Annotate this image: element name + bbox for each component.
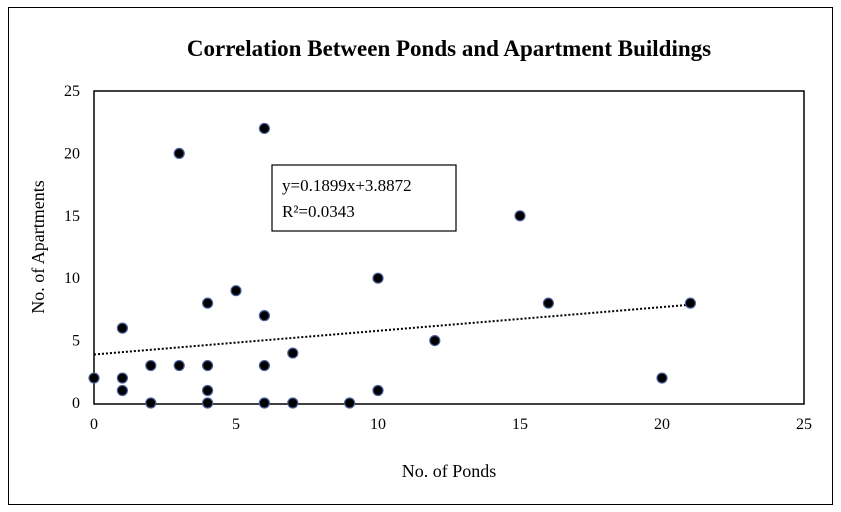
y-tick-label: 20 [64, 145, 80, 162]
data-point [287, 347, 299, 359]
data-point [116, 322, 129, 334]
data-point [116, 384, 129, 397]
data-point [88, 372, 100, 384]
data-point [372, 272, 384, 284]
x-tick-label: 0 [90, 416, 98, 433]
data-point [344, 397, 356, 409]
data-point [173, 147, 185, 159]
data-point [429, 335, 441, 347]
r-squared-label: R²=0.0343 [282, 202, 355, 221]
data-point [656, 372, 668, 384]
plot-area [93, 90, 805, 405]
chart-title: Correlation Between Ponds and Apartment … [187, 36, 711, 61]
data-point [287, 397, 299, 409]
data-point [514, 210, 526, 222]
y-tick-label: 10 [64, 270, 80, 287]
chart-frame [8, 7, 833, 505]
data-point [230, 285, 242, 297]
y-axis-label: No. of Apartments [28, 180, 48, 313]
y-tick-label: 25 [64, 83, 80, 100]
x-axis-label: No. of Ponds [402, 461, 497, 481]
data-point [145, 397, 157, 409]
data-point [542, 297, 555, 309]
y-tick-label: 15 [64, 208, 80, 225]
data-point [372, 384, 384, 397]
data-point [202, 397, 214, 409]
x-tick-label: 25 [796, 416, 812, 433]
data-point [258, 122, 270, 135]
data-point [258, 359, 270, 372]
data-point [202, 297, 214, 309]
x-axis-ticks: 0 5 10 15 20 25 [90, 416, 812, 433]
equation-box: y=0.1899x+3.8872 R²=0.0343 [271, 164, 457, 232]
y-tick-label: 0 [72, 395, 80, 412]
data-point [258, 397, 270, 409]
data-point [684, 297, 697, 309]
trendline [93, 303, 691, 356]
x-tick-label: 10 [370, 416, 386, 433]
data-point [202, 384, 214, 397]
data-point [116, 372, 129, 384]
y-axis-ticks: 0 5 10 15 20 25 [64, 83, 80, 412]
trendline-equation: y=0.1899x+3.8872 [282, 176, 412, 195]
x-tick-label: 20 [654, 416, 670, 433]
data-point [173, 359, 185, 372]
data-point [258, 310, 270, 322]
x-tick-label: 15 [512, 416, 528, 433]
data-point [202, 359, 214, 372]
x-tick-label: 5 [232, 416, 240, 433]
data-point [145, 359, 157, 372]
data-points [88, 122, 697, 409]
y-tick-label: 5 [72, 333, 80, 350]
